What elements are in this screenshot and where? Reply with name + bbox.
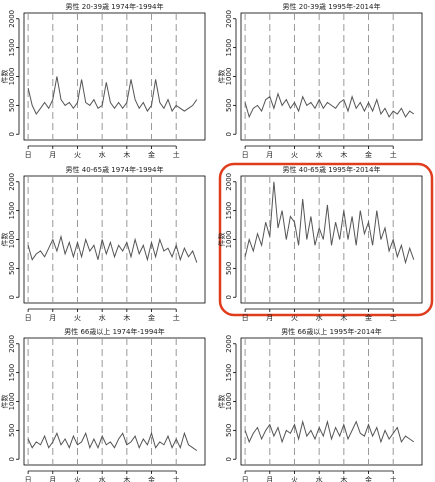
data-line [244, 92, 415, 119]
y-tick-label: 1000 [8, 68, 16, 86]
x-tick-label: 日 [25, 476, 32, 482]
plot-frame [23, 12, 206, 141]
y-tick-label: 500 [225, 99, 233, 112]
y-tick-label: 0 [8, 295, 16, 299]
x-tick-label: 土 [390, 475, 397, 482]
x-tick-label: 月 [266, 314, 273, 322]
highlight-frame [218, 162, 434, 317]
data-line [244, 419, 415, 444]
x-tick-label: 木 [340, 150, 347, 159]
plot-frame [240, 12, 423, 141]
y-tick-label: 1000 [225, 231, 233, 249]
x-tick-label: 日 [242, 476, 249, 482]
y-tick-label: 2000 [8, 335, 16, 353]
x-tick-label: 水 [316, 150, 323, 159]
y-tick-label: 1000 [8, 231, 16, 249]
plot-frame [23, 175, 206, 304]
y-tick-label: 2000 [225, 10, 233, 28]
y-tick-label: 0 [8, 457, 16, 461]
plot-frame [23, 337, 206, 466]
y-tick-label: 1500 [225, 364, 233, 382]
y-tick-label: 0 [8, 132, 16, 136]
x-tick-label: 土 [173, 313, 180, 322]
y-tick-label: 1000 [225, 393, 233, 411]
x-tick-label: 金 [365, 475, 372, 482]
y-tick-label: 1500 [225, 39, 233, 57]
panel-title: 男性 40-65歳 1995年-2014年 [283, 165, 381, 174]
x-tick-label: 火 [291, 151, 298, 159]
y-axis-label: 件数 [0, 70, 9, 84]
x-tick-label: 日 [25, 314, 32, 322]
y-tick-label: 1500 [225, 202, 233, 220]
y-tick-label: 1000 [225, 68, 233, 86]
y-tick-label: 2000 [8, 10, 16, 28]
x-tick-label: 木 [123, 150, 130, 159]
x-tick-label: 水 [99, 475, 106, 482]
y-tick-label: 1000 [8, 393, 16, 411]
y-axis-label: 件数 [217, 395, 226, 409]
panel-title: 男性 20-39歳 1974年-1994年 [66, 2, 164, 11]
data-line [27, 76, 198, 115]
x-tick-label: 月 [49, 476, 56, 482]
y-axis-label: 件数 [0, 395, 9, 409]
plot-frame [240, 175, 423, 304]
x-tick-label: 火 [74, 151, 81, 159]
y-tick-label: 2000 [225, 335, 233, 353]
x-tick-label: 木 [340, 475, 347, 482]
y-tick-label: 500 [8, 99, 16, 112]
x-tick-label: 土 [390, 150, 397, 159]
plot-frame [240, 337, 423, 466]
data-line [27, 234, 198, 263]
y-tick-label: 0 [225, 295, 233, 299]
x-tick-label: 土 [173, 150, 180, 159]
y-tick-label: 2000 [8, 173, 16, 191]
x-tick-label: 月 [49, 314, 56, 322]
y-tick-label: 500 [8, 424, 16, 437]
x-tick-label: 木 [123, 313, 130, 322]
panel-title: 男性 66歳以上 1995年-2014年 [281, 327, 382, 336]
x-tick-label: 月 [266, 476, 273, 482]
x-tick-label: 木 [340, 313, 347, 322]
y-tick-label: 500 [8, 262, 16, 275]
y-tick-label: 500 [225, 262, 233, 275]
x-tick-label: 水 [99, 150, 106, 159]
panel-title: 男性 40-65歳 1974年-1994年 [66, 165, 164, 174]
y-tick-label: 1500 [8, 364, 16, 382]
data-line [27, 431, 198, 452]
x-tick-label: 火 [74, 476, 81, 482]
x-tick-label: 火 [291, 476, 298, 482]
x-tick-label: 日 [25, 151, 32, 159]
y-axis-label: 件数 [217, 233, 226, 247]
x-tick-label: 金 [148, 475, 155, 482]
x-tick-label: 水 [316, 475, 323, 482]
y-tick-label: 500 [225, 424, 233, 437]
panel-title: 男性 66歳以上 1974年-1994年 [64, 327, 165, 336]
y-axis-label: 件数 [0, 233, 9, 247]
x-tick-label: 土 [390, 313, 397, 322]
x-tick-label: 土 [173, 475, 180, 482]
y-tick-label: 0 [225, 132, 233, 136]
data-line [244, 181, 415, 265]
y-tick-label: 2000 [225, 173, 233, 191]
x-tick-label: 金 [148, 313, 155, 322]
y-axis-label: 件数 [217, 70, 226, 84]
x-tick-label: 月 [49, 151, 56, 159]
x-tick-label: 火 [291, 314, 298, 322]
panel-title: 男性 20-39歳 1995年-2014年 [283, 2, 381, 11]
y-tick-label: 0 [225, 457, 233, 461]
y-tick-label: 1500 [8, 202, 16, 220]
x-tick-label: 水 [99, 313, 106, 322]
x-tick-label: 水 [316, 313, 323, 322]
x-tick-label: 木 [123, 475, 130, 482]
x-tick-label: 日 [242, 151, 249, 159]
x-tick-label: 金 [148, 150, 155, 159]
x-tick-label: 金 [365, 313, 372, 322]
x-tick-label: 月 [266, 151, 273, 159]
x-tick-label: 金 [365, 150, 372, 159]
x-tick-label: 火 [74, 314, 81, 322]
y-tick-label: 1500 [8, 39, 16, 57]
x-tick-label: 日 [242, 314, 249, 322]
